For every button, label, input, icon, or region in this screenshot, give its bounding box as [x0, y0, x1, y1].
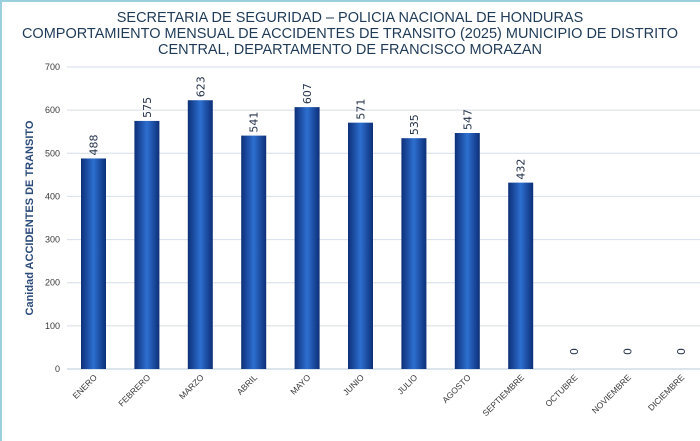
data-label: 571 [355, 99, 368, 120]
data-label: 607 [301, 83, 314, 104]
x-tick-label: ENERO [70, 372, 99, 401]
data-label: 432 [515, 159, 528, 180]
data-label: 0 [675, 348, 688, 355]
bar-abril[interactable] [241, 135, 267, 369]
x-tick-label: JUNIO [341, 372, 366, 397]
x-tick-label: SEPTIEMBRE [480, 372, 526, 418]
data-label: 547 [461, 109, 474, 130]
x-tick-label: NOVIEMBRE [590, 372, 633, 415]
x-tick-label: ABRIL [235, 372, 260, 397]
bar-enero[interactable] [81, 158, 106, 369]
bar-junio[interactable] [348, 122, 373, 369]
data-label: 541 [248, 112, 261, 133]
data-label: 575 [141, 97, 154, 118]
data-label: 0 [568, 348, 581, 355]
y-tick-label: 700 [45, 62, 60, 72]
bar-julio[interactable] [401, 138, 427, 369]
bar-septiembre[interactable] [508, 182, 534, 369]
y-tick-label: 400 [45, 191, 60, 201]
data-label: 0 [622, 348, 635, 355]
x-tick-label: FEBRERO [116, 372, 152, 408]
bar-agosto[interactable] [454, 133, 480, 369]
bar-mayo[interactable] [294, 107, 320, 369]
data-label: 535 [408, 114, 421, 135]
title-line-2: COMPORTAMIENTO MENSUAL DE ACCIDENTES DE … [21, 26, 679, 42]
y-axis-label: Canidad ACCIDENTES DE TRANSITO [24, 120, 36, 315]
y-tick-label: 0 [55, 364, 60, 374]
title-line-1: SECRETARIA DE SEGURIDAD – POLICIA NACION… [116, 10, 584, 26]
y-tick-label: 500 [45, 148, 60, 158]
x-tick-label: DICIEMBRE [646, 372, 687, 413]
y-tick-label: 600 [45, 105, 60, 115]
x-tick-label: OCTUBRE [543, 372, 580, 409]
x-tick-label: JULIO [395, 372, 419, 396]
x-tick-label: MARZO [177, 372, 206, 401]
y-tick-label: 300 [45, 235, 60, 245]
chart-title: SECRETARIA DE SEGURIDAD – POLICIA NACION… [0, 10, 700, 58]
y-tick-label: 200 [45, 278, 60, 288]
bar-marzo[interactable] [187, 100, 213, 369]
title-line-3: CENTRAL, DEPARTAMENTO DE FRANCISCO MORAZ… [157, 42, 543, 58]
bar-febrero[interactable] [134, 120, 160, 369]
data-label: 623 [194, 76, 207, 97]
x-tick-label: AGOSTO [440, 372, 473, 405]
data-label: 488 [88, 134, 101, 155]
y-tick-label: 100 [45, 321, 60, 331]
x-tick-label: MAYO [288, 372, 313, 397]
